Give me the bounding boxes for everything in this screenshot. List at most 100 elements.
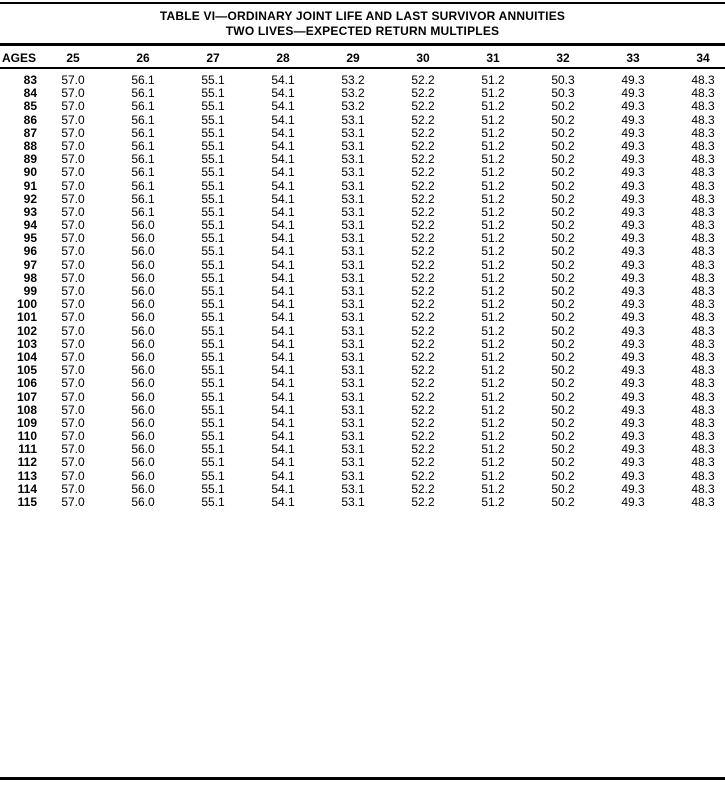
age-cell: 94 bbox=[23, 218, 37, 233]
table-row: 99 57.0 56.0 55.1 54.1 53.1 52.2 51.2 50.2 49.3 48… bbox=[0, 284, 725, 298]
multiple-value-cell: 56.0 bbox=[131, 468, 155, 483]
multiple-value-cell: 56.0 bbox=[131, 376, 155, 391]
multiple-value-cell: 55.1 bbox=[201, 468, 225, 483]
age-column-header: 29 bbox=[346, 51, 360, 65]
multiple-value-cell: 57.0 bbox=[61, 415, 85, 430]
multiple-value-cell: 55.1 bbox=[201, 138, 225, 153]
multiple-value-cell: 53.1 bbox=[341, 455, 365, 470]
age-column-header: 33 bbox=[626, 51, 640, 65]
multiple-value-cell: 48.3 bbox=[691, 495, 715, 509]
table-row: 95 57.0 56.0 55.1 54.1 53.1 52.2 51.2 50.2 49.3 48… bbox=[0, 232, 725, 245]
table-row: 112 57.0 56.0 55.1 54.1 53.1 52.2 51.2 50.2 49.3 4… bbox=[0, 456, 725, 469]
multiple-value-cell: 56.1 bbox=[131, 138, 155, 153]
multiple-value-cell: 57.0 bbox=[61, 468, 85, 483]
multiple-value-cell: 50.3 bbox=[551, 73, 575, 87]
multiple-value-cell: 55.1 bbox=[201, 402, 225, 417]
multiple-value-cell: 52.2 bbox=[411, 389, 435, 404]
multiple-value-cell: 54.1 bbox=[271, 323, 295, 338]
multiple-value-cell: 56.0 bbox=[131, 455, 155, 470]
age-cell: 106 bbox=[16, 376, 37, 391]
multiple-value-cell: 50.2 bbox=[551, 389, 575, 404]
multiple-value-cell: 48.3 bbox=[691, 310, 715, 325]
multiple-value-cell: 49.3 bbox=[621, 218, 645, 233]
multiple-value-cell: 51.2 bbox=[481, 323, 505, 338]
age-cell: 107 bbox=[16, 389, 37, 404]
multiple-value-cell: 51.2 bbox=[481, 218, 505, 233]
multiple-value-cell: 52.2 bbox=[411, 270, 435, 285]
multiple-value-cell: 51.2 bbox=[481, 284, 505, 298]
age-cell: 103 bbox=[16, 336, 37, 351]
table-row: 103 57.0 56.0 55.1 54.1 53.1 52.2 51.2 50.2 49.3 4… bbox=[0, 336, 725, 351]
age-column-header: 26 bbox=[136, 51, 150, 65]
table-row: 107 57.0 56.0 55.1 54.1 53.1 52.2 51.2 50.2 49.3 4… bbox=[0, 389, 725, 404]
multiple-value-cell: 55.1 bbox=[201, 349, 225, 364]
multiple-value-cell: 57.0 bbox=[61, 125, 85, 140]
multiple-value-cell: 57.0 bbox=[61, 349, 85, 364]
multiple-value-cell: 48.3 bbox=[691, 191, 715, 206]
multiple-value-cell: 49.3 bbox=[621, 336, 645, 351]
multiple-value-cell: 53.1 bbox=[341, 310, 365, 325]
multiple-value-cell: 52.2 bbox=[411, 257, 435, 272]
multiple-value-cell: 51.2 bbox=[481, 112, 505, 127]
multiple-value-cell: 48.3 bbox=[691, 468, 715, 483]
table-row: 84 57.0 56.1 55.1 54.1 53.2 52.2 51.2 50.3 49.3 48… bbox=[0, 86, 725, 101]
multiple-value-cell: 51.2 bbox=[481, 244, 505, 259]
multiple-value-cell: 48.3 bbox=[691, 389, 715, 404]
age-column-header: 31 bbox=[486, 51, 500, 65]
age-cell: 92 bbox=[23, 191, 37, 206]
multiple-value-cell: 52.2 bbox=[411, 152, 435, 167]
multiple-value-cell: 53.1 bbox=[341, 481, 365, 496]
header-row: AGES 25 26 27 28 29 30 31 32 33 34 bbox=[0, 51, 725, 65]
multiple-value-cell: 54.1 bbox=[271, 270, 295, 285]
multiple-value-cell: 52.2 bbox=[411, 429, 435, 444]
multiple-value-cell: 56.0 bbox=[131, 231, 155, 246]
multiple-value-cell: 48.3 bbox=[691, 481, 715, 496]
multiple-value-cell: 53.1 bbox=[341, 429, 365, 444]
table-row: 101 57.0 56.0 55.1 54.1 53.1 52.2 51.2 50.2 49.3 4… bbox=[0, 311, 725, 324]
multiple-value-cell: 48.3 bbox=[691, 231, 715, 246]
multiple-value-cell: 54.1 bbox=[271, 191, 295, 206]
multiple-value-cell: 55.1 bbox=[201, 86, 225, 101]
multiple-value-cell: 49.3 bbox=[621, 138, 645, 153]
multiple-value-cell: 55.1 bbox=[201, 270, 225, 285]
age-cell: 102 bbox=[16, 323, 37, 338]
multiple-value-cell: 54.1 bbox=[271, 481, 295, 496]
multiple-value-cell: 55.1 bbox=[201, 429, 225, 444]
multiple-value-cell: 49.3 bbox=[621, 442, 645, 457]
multiple-value-cell: 54.1 bbox=[271, 165, 295, 180]
multiple-value-cell: 53.1 bbox=[341, 257, 365, 272]
multiple-value-cell: 49.3 bbox=[621, 204, 645, 219]
multiple-value-cell: 52.2 bbox=[411, 481, 435, 496]
table-row: 114 57.0 56.0 55.1 54.1 53.1 52.2 51.2 50.2 49.3 4… bbox=[0, 481, 725, 496]
multiple-value-cell: 53.1 bbox=[341, 270, 365, 285]
multiple-value-cell: 55.1 bbox=[201, 231, 225, 246]
multiple-value-cell: 52.2 bbox=[411, 402, 435, 417]
multiple-value-cell: 57.0 bbox=[61, 257, 85, 272]
multiple-value-cell: 57.0 bbox=[61, 218, 85, 233]
multiple-value-cell: 51.2 bbox=[481, 257, 505, 272]
multiple-value-cell: 48.3 bbox=[691, 284, 715, 298]
multiple-value-cell: 51.2 bbox=[481, 495, 505, 509]
multiple-value-cell: 48.3 bbox=[691, 336, 715, 351]
multiple-value-cell: 51.2 bbox=[481, 363, 505, 378]
multiple-value-cell: 55.1 bbox=[201, 455, 225, 470]
multiple-value-cell: 48.3 bbox=[691, 112, 715, 127]
table-row: 115 57.0 56.0 55.1 54.1 53.1 52.2 51.2 50.2 49.3 4… bbox=[0, 495, 725, 509]
age-cell: 96 bbox=[23, 244, 37, 259]
multiple-value-cell: 56.0 bbox=[131, 270, 155, 285]
multiple-value-cell: 57.0 bbox=[61, 363, 85, 378]
top-rule bbox=[0, 2, 725, 4]
multiple-value-cell: 54.1 bbox=[271, 455, 295, 470]
multiple-value-cell: 57.0 bbox=[61, 442, 85, 457]
age-cell: 104 bbox=[16, 349, 37, 364]
table-title-line2: TWO LIVES—EXPECTED RETURN MULTIPLES bbox=[225, 24, 500, 38]
multiple-value-cell: 57.0 bbox=[61, 323, 85, 338]
multiple-value-cell: 49.3 bbox=[621, 257, 645, 272]
multiple-value-cell: 57.0 bbox=[61, 138, 85, 153]
age-cell: 115 bbox=[17, 495, 37, 509]
multiple-value-cell: 49.3 bbox=[621, 310, 645, 325]
multiple-value-cell: 54.1 bbox=[271, 363, 295, 378]
multiple-value-cell: 49.3 bbox=[621, 165, 645, 180]
multiple-value-cell: 57.0 bbox=[61, 402, 85, 417]
multiple-value-cell: 50.2 bbox=[551, 376, 575, 391]
